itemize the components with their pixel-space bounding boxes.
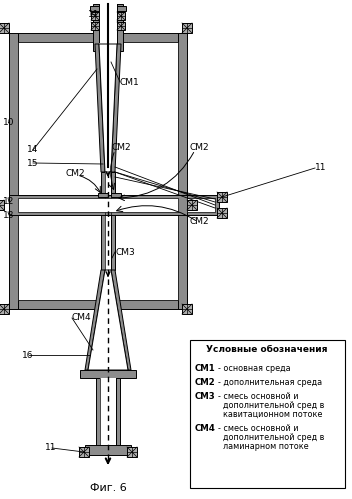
Bar <box>85 445 131 455</box>
Polygon shape <box>95 44 105 172</box>
Bar <box>187 198 215 212</box>
Text: - смесь основной и: - смесь основной и <box>218 392 298 401</box>
Polygon shape <box>111 270 131 370</box>
Text: 11: 11 <box>88 9 100 18</box>
Bar <box>0 304 9 314</box>
Text: СМ4: СМ4 <box>72 313 92 322</box>
Text: СМ2: СМ2 <box>65 169 84 178</box>
Text: 11: 11 <box>315 164 327 173</box>
Polygon shape <box>85 270 105 370</box>
Text: СМ1: СМ1 <box>120 77 140 86</box>
Bar <box>182 23 192 33</box>
Polygon shape <box>88 270 128 370</box>
Text: Фиг. 6: Фиг. 6 <box>90 483 126 493</box>
Bar <box>9 33 18 309</box>
Text: 14: 14 <box>27 146 38 155</box>
Bar <box>0 200 4 210</box>
Bar <box>99 4 117 44</box>
Text: - дополнительная среда: - дополнительная среда <box>218 378 322 387</box>
Bar <box>111 193 121 197</box>
Text: дополнительной сред в: дополнительной сред в <box>218 433 325 442</box>
Text: 13: 13 <box>3 211 14 220</box>
Text: 12: 12 <box>3 198 14 207</box>
Text: дополнительной сред в: дополнительной сред в <box>218 401 325 410</box>
Polygon shape <box>111 44 121 172</box>
Bar <box>93 4 99 51</box>
Text: ламинарном потоке: ламинарном потоке <box>218 442 309 451</box>
Text: кавитационном потоке: кавитационном потоке <box>218 410 322 419</box>
Text: СМ2: СМ2 <box>190 218 210 227</box>
Bar <box>90 6 126 11</box>
Bar <box>217 192 227 202</box>
Bar <box>100 378 116 450</box>
Bar <box>190 340 345 488</box>
Bar <box>91 22 99 30</box>
Bar <box>91 12 99 20</box>
Bar <box>105 172 111 270</box>
Text: СМ2: СМ2 <box>112 144 132 153</box>
Text: 15: 15 <box>27 159 38 168</box>
Bar <box>101 172 105 270</box>
Bar <box>96 378 100 450</box>
Bar <box>9 195 187 215</box>
Bar <box>217 208 227 218</box>
Bar <box>117 22 125 30</box>
Bar <box>79 447 89 457</box>
Bar <box>111 172 115 270</box>
Bar <box>80 370 136 378</box>
Text: СМ2: СМ2 <box>190 144 210 153</box>
Bar <box>117 12 125 20</box>
Text: СМ3: СМ3 <box>195 392 216 401</box>
Bar <box>127 447 137 457</box>
Bar <box>187 200 197 210</box>
Text: Условные обозначения: Условные обозначения <box>206 345 328 354</box>
Bar <box>182 304 192 314</box>
Bar <box>98 193 108 197</box>
Bar <box>187 195 219 215</box>
Text: 11: 11 <box>45 444 57 453</box>
Text: - смесь основной и: - смесь основной и <box>218 424 298 433</box>
Bar <box>178 33 187 309</box>
Text: 10: 10 <box>3 117 14 127</box>
Bar <box>18 198 178 212</box>
Bar <box>18 42 178 300</box>
Text: СМ1: СМ1 <box>195 364 216 373</box>
Bar <box>117 4 123 51</box>
Text: СМ3: СМ3 <box>115 248 135 256</box>
Text: - основная среда: - основная среда <box>218 364 291 373</box>
Text: СМ4: СМ4 <box>195 424 216 433</box>
Bar <box>9 33 187 42</box>
Bar <box>0 23 9 33</box>
Text: 16: 16 <box>22 350 33 359</box>
Text: СМ2: СМ2 <box>195 378 216 387</box>
Bar <box>9 300 187 309</box>
Polygon shape <box>99 44 117 172</box>
Bar <box>116 378 120 450</box>
